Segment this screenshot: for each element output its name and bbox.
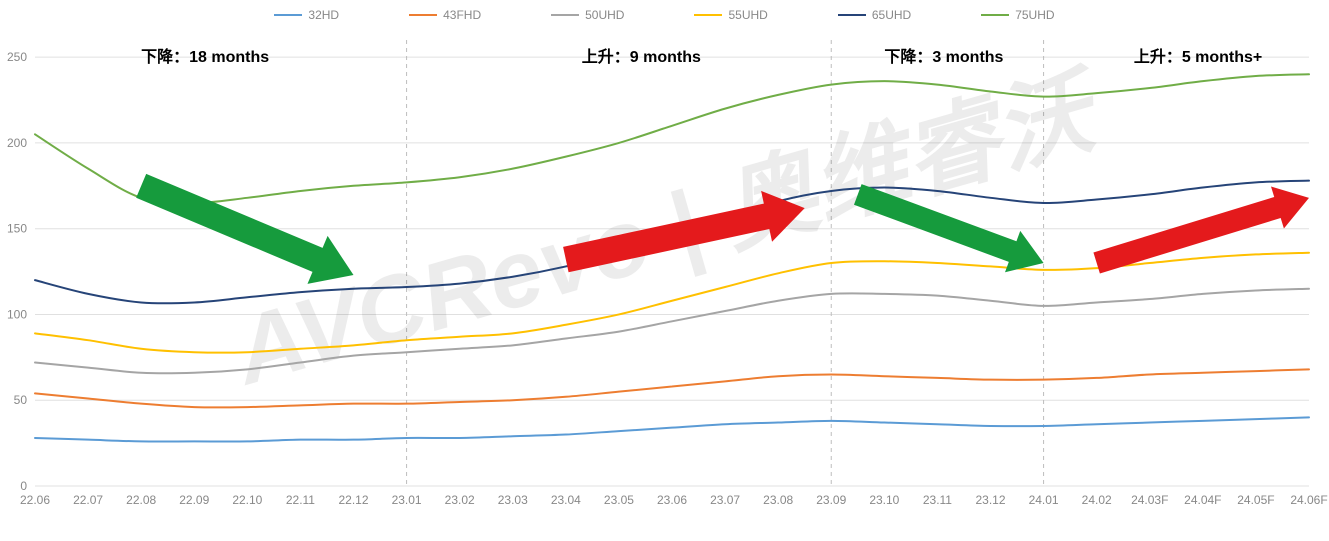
x-tick-label: 24.06F — [1290, 493, 1327, 507]
x-tick-label: 23.08 — [763, 493, 793, 507]
x-tick-label: 23.05 — [604, 493, 634, 507]
x-tick-label: 23.04 — [551, 493, 581, 507]
trend-arrow-down — [131, 162, 363, 299]
x-tick-label: 24.05F — [1237, 493, 1274, 507]
x-tick-label: 22.10 — [232, 493, 262, 507]
x-tick-label: 23.12 — [975, 493, 1005, 507]
legend-item-55uhd: 55UHD — [694, 8, 767, 22]
legend-item-43fhd: 43FHD — [409, 8, 481, 22]
legend: 32HD 43FHD 50UHD 55UHD 65UHD 75UHD — [0, 8, 1329, 22]
x-tick-label: 22.11 — [286, 493, 315, 507]
legend-swatch — [274, 14, 302, 16]
y-tick-label: 50 — [14, 393, 28, 407]
phase-annotation: 下降：3 months — [884, 43, 1003, 67]
chart-container: 32HD 43FHD 50UHD 55UHD 65UHD 75UHD 0 50 100 150 2… — [0, 0, 1329, 541]
legend-swatch — [409, 14, 437, 16]
x-tick-label: 23.03 — [498, 493, 528, 507]
legend-item-65uhd: 65UHD — [838, 8, 911, 22]
legend-item-75uhd: 75UHD — [981, 8, 1054, 22]
phase-annotation: 上升：9 months — [582, 43, 701, 67]
x-tick-label: 22.07 — [73, 493, 103, 507]
legend-label: 43FHD — [443, 8, 481, 22]
x-tick-label: 23.09 — [816, 493, 846, 507]
x-tick-label: 23.02 — [445, 493, 475, 507]
x-tick-label: 23.11 — [923, 493, 952, 507]
legend-item-50uhd: 50UHD — [551, 8, 624, 22]
x-tick-label: 24.03F — [1131, 493, 1168, 507]
x-tick-label: 23.06 — [657, 493, 687, 507]
x-tick-label: 23.01 — [392, 493, 422, 507]
legend-label: 32HD — [308, 8, 339, 22]
y-tick-label: 0 — [20, 479, 27, 493]
x-tick-label: 22.08 — [126, 493, 156, 507]
y-tick-label: 150 — [7, 222, 27, 236]
x-tick-label: 23.07 — [710, 493, 740, 507]
x-tick-label: 22.06 — [20, 493, 50, 507]
y-tick-label: 250 — [7, 50, 27, 64]
y-tick-label: 100 — [7, 307, 27, 321]
legend-label: 75UHD — [1015, 8, 1054, 22]
legend-swatch — [838, 14, 866, 16]
x-tick-label: 22.12 — [338, 493, 368, 507]
legend-swatch — [981, 14, 1009, 16]
x-tick-label: 24.04F — [1184, 493, 1221, 507]
x-tick-label: 24.01 — [1029, 493, 1059, 507]
line-chart: 0 50 100 150 200 250 22.06 22.07 22.08 22.09 22.10… — [0, 0, 1329, 541]
y-tick-label: 200 — [7, 136, 27, 150]
series-line-32hd — [35, 417, 1309, 441]
legend-swatch — [694, 14, 722, 16]
legend-swatch — [551, 14, 579, 16]
legend-item-32hd: 32HD — [274, 8, 339, 22]
series-line-43fhd — [35, 369, 1309, 407]
x-tick-label: 24.02 — [1082, 493, 1112, 507]
legend-label: 55UHD — [728, 8, 767, 22]
phase-annotation: 下降：18 months — [141, 43, 269, 67]
trend-arrow-up — [1090, 177, 1315, 284]
legend-label: 50UHD — [585, 8, 624, 22]
legend-label: 65UHD — [872, 8, 911, 22]
x-tick-label: 23.10 — [869, 493, 899, 507]
x-tick-label: 22.09 — [179, 493, 209, 507]
phase-annotation: 上升：5 months+ — [1134, 43, 1262, 67]
